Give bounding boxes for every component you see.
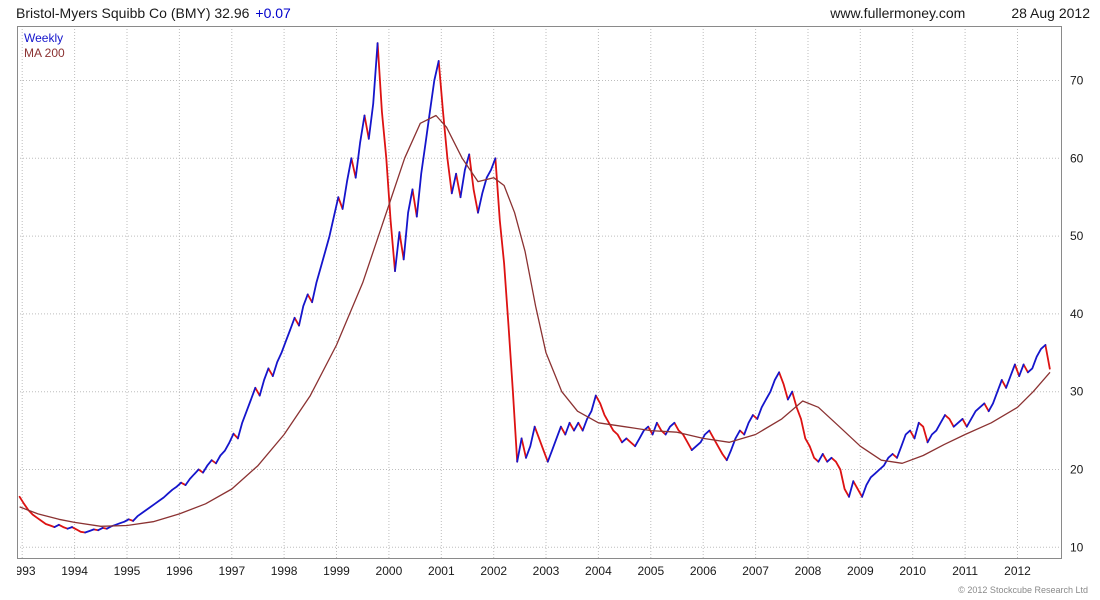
x-tick-label: 2002 (480, 564, 507, 578)
x-tick-label: 2001 (428, 564, 455, 578)
y-tick-label: 60 (1070, 151, 1084, 165)
legend-weekly: Weekly (24, 31, 64, 45)
x-tick-label: 2004 (585, 564, 612, 578)
y-tick-label: 20 (1070, 463, 1084, 477)
x-tick-label: 1996 (166, 564, 193, 578)
price-chart-svg: 1993 1994 1995 1996 1997 1998 1999 2000 2001 2002… (17, 26, 1084, 578)
x-tick-label: 2007 (742, 564, 769, 578)
price-up-segments (53, 42, 1047, 534)
x-tick-label: 2000 (376, 564, 403, 578)
price-down-segments (18, 42, 1051, 534)
x-tick-label: 1997 (218, 564, 245, 578)
copyright-label: © 2012 Stockcube Research Ltd (958, 585, 1088, 595)
y-tick-label: 30 (1070, 385, 1084, 399)
x-tick-label: 2005 (637, 564, 664, 578)
y-tick-label: 70 (1070, 74, 1084, 88)
chart-title: Bristol-Myers Squibb Co (BMY) 32.96 (16, 5, 250, 21)
x-tick-label: 2010 (899, 564, 926, 578)
price-change: +0.07 (255, 5, 291, 21)
chart-area: 1993 1994 1995 1996 1997 1998 1999 2000 2001 2002… (17, 26, 1100, 581)
chart-header: Bristol-Myers Squibb Co (BMY) 32.96 +0.0… (0, 0, 1100, 26)
x-tick-label: 1994 (61, 564, 88, 578)
x-tick-label: 1998 (271, 564, 298, 578)
x-tick-label: 2008 (795, 564, 822, 578)
website-label: www.fullermoney.com (830, 5, 966, 21)
date-label: 28 Aug 2012 (1011, 5, 1090, 21)
x-tick-label: 1999 (323, 564, 350, 578)
x-tick-label: 2012 (1004, 564, 1031, 578)
y-tick-label: 50 (1070, 229, 1084, 243)
ma200-line (19, 114, 1051, 527)
legend-ma200: MA 200 (24, 46, 65, 60)
y-tick-label: 40 (1070, 307, 1084, 321)
x-tick-label: 2006 (690, 564, 717, 578)
x-tick-label: 2011 (952, 564, 978, 578)
x-tick-label: 1993 (17, 564, 36, 578)
x-tick-label: 1995 (114, 564, 141, 578)
chart-legend: Weekly MA 200 (24, 31, 65, 61)
y-tick-label: 10 (1070, 540, 1084, 554)
x-tick-label: 2009 (847, 564, 874, 578)
x-tick-label: 2003 (533, 564, 560, 578)
